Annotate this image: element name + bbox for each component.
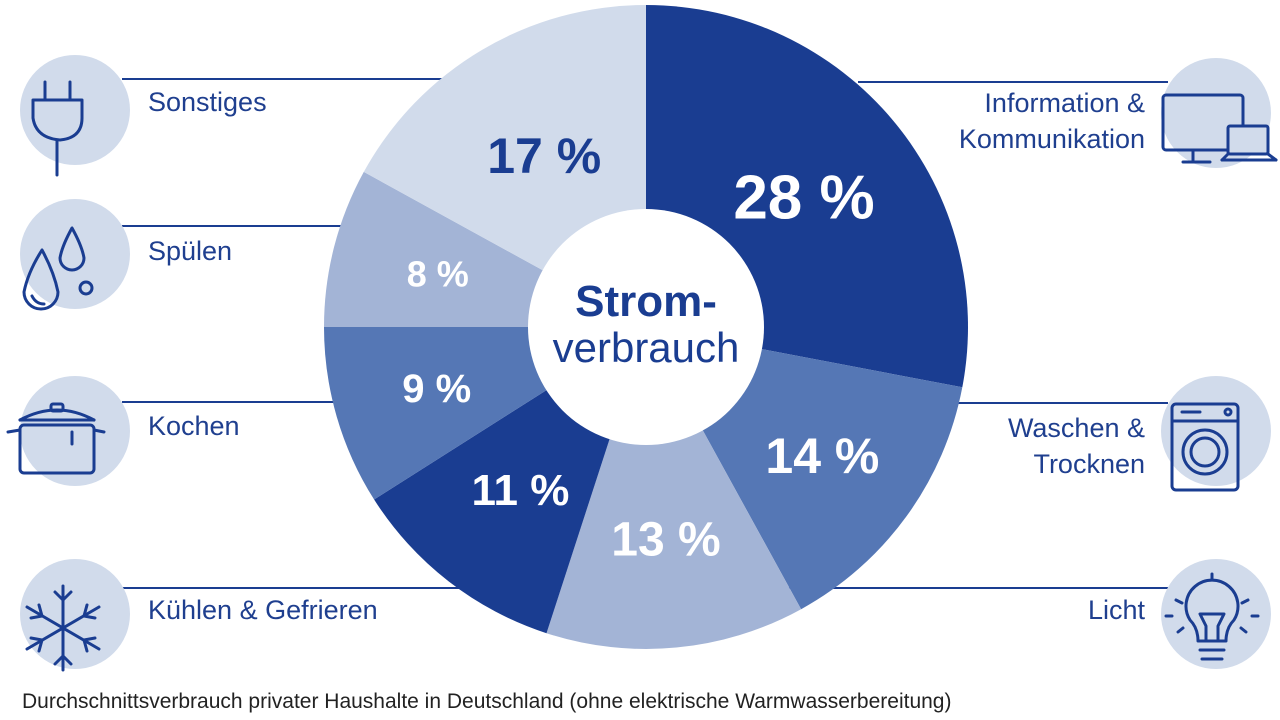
value-label-4: 11 % (471, 466, 569, 515)
value-label-2: 14 % (765, 428, 879, 484)
icon-circle-kochen (20, 376, 130, 486)
washing-machine-icon (1170, 402, 1240, 492)
center-label-line2: verbrauch (553, 324, 740, 371)
category-label-4-line-1: Kühlen & Gefrieren (148, 595, 378, 625)
chart-caption: Durchschnittsverbrauch privater Haushalt… (22, 690, 952, 713)
category-label-2-line-1: Waschen & (1008, 413, 1145, 443)
value-label-1: 28 % (733, 164, 874, 233)
power-plug-icon (31, 80, 84, 177)
snowflake-icon (25, 584, 101, 672)
category-label-1-line-1: Information & (984, 88, 1145, 118)
pie-center-hole (528, 209, 764, 445)
icon-circle-sonstiges (20, 55, 130, 165)
category-label-5-line-1: Kochen (148, 411, 240, 441)
category-labels: Information & Kommunikation Waschen & Trock… (148, 87, 1145, 625)
category-label-6-line-1: Spülen (148, 236, 232, 266)
cooking-pot-icon (6, 402, 106, 475)
water-drops-icon (22, 226, 94, 311)
value-label-6: 8 % (407, 254, 469, 295)
category-label-1-line-2: Kommunikation (959, 124, 1145, 154)
icon-circle-spuelen (20, 199, 130, 309)
value-label-7: 17 % (487, 128, 601, 184)
category-label-2-line-2: Trocknen (1033, 449, 1145, 479)
category-label-3-line-1: Licht (1088, 595, 1146, 625)
center-label-line1: Strom- (575, 277, 717, 326)
icon-circle-kuehlen (20, 559, 130, 669)
value-label-5: 9 % (402, 367, 471, 411)
value-label-3: 13 % (611, 513, 720, 566)
value-labels: 28 % 14 % 13 % 11 % 9 % 8 % 17 % (402, 128, 879, 566)
category-label-7-line-1: Sonstiges (148, 87, 267, 117)
pie-slice-3 (546, 327, 802, 649)
light-bulb-icon (1164, 572, 1260, 661)
devices-icon (1161, 93, 1278, 164)
icon-circles (20, 55, 1271, 669)
